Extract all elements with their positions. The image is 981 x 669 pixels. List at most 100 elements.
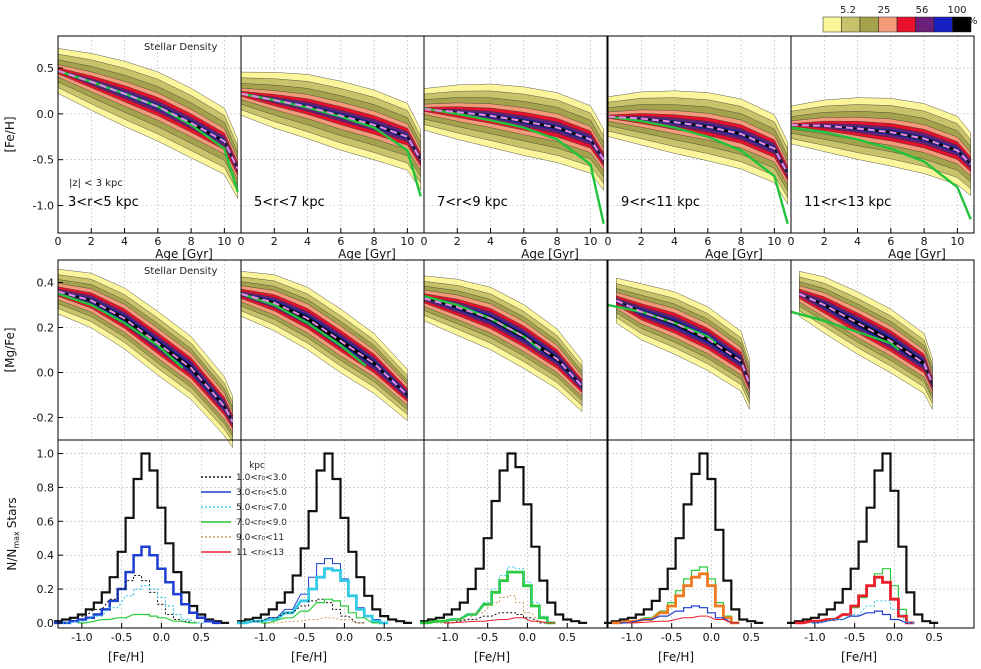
x-tick-label: 8 [554, 235, 561, 248]
x-axis-label: Age [Gyr] [338, 247, 396, 261]
histogram-series [237, 452, 413, 624]
density-level-7 [790, 124, 971, 167]
x-tick-label: 0.5 [192, 631, 210, 644]
panel-1-4: 0 2 4 6 8 10 Age [Gyr] 9<r<11 kpc [605, 35, 792, 261]
x-tick-label: 0 [788, 235, 795, 248]
colorbar-tick-label: 5.2 [840, 5, 856, 16]
density-level-5 [423, 106, 604, 168]
mean-line [240, 92, 422, 161]
histogram-series [795, 575, 915, 625]
x-tick-label: 0.5 [925, 631, 943, 644]
x-tick-label: 6 [887, 235, 894, 248]
colorbar-tick-label: 25 [878, 5, 891, 16]
panel-grid: 0 2 4 6 8 10 Age [Gyr] 3<r<5 kpc 0.5 0.0 -0.5 -1.0 [… [3, 35, 975, 664]
y-tick-label: 0.4 [37, 277, 55, 290]
x-axis-label: Age [Gyr] [155, 247, 213, 261]
mean-line [790, 123, 972, 165]
histogram-series [435, 566, 556, 624]
mean-line [240, 292, 409, 396]
y-tick-label: -0.5 [33, 154, 54, 167]
x-tick-label: -1.0 [254, 631, 275, 644]
fit-line [57, 292, 184, 369]
stellar-density-label: Stellar Density [144, 42, 217, 53]
x-tick-label: 8 [188, 235, 195, 248]
radial-bin-label: 3<r<5 kpc [68, 195, 139, 210]
x-tick-label: 0.0 [886, 631, 904, 644]
panel-1-2: 0 2 4 6 8 10 Age [Gyr] 5<r<7 kpc [238, 35, 425, 261]
x-axis-label: Age [Gyr] [705, 247, 763, 261]
x-tick-label: -0.5 [477, 631, 498, 644]
colorbar-unit: % [968, 16, 978, 27]
histogram-series [237, 567, 389, 625]
x-axis-label: [Fe/H] [658, 650, 694, 664]
density-level-8 [799, 293, 933, 385]
x-tick-label: 8 [738, 235, 745, 248]
histogram-series [612, 572, 740, 625]
histogram-series [260, 598, 381, 624]
y-tick-label: -1.0 [33, 200, 54, 213]
density-level-7 [423, 297, 583, 389]
legend-label: 5.0<r₀<7.0 [236, 503, 287, 513]
panel-1-3: 0 2 4 6 8 10 Age [Gyr] 7<r<9 kpc [421, 35, 608, 261]
y-axis-label: [Fe/H] [3, 116, 17, 152]
mean-line [423, 297, 583, 387]
histogram-series [619, 605, 740, 624]
y-tick-label: 0.4 [37, 549, 55, 562]
density-level-7 [607, 116, 788, 177]
x-tick-label: -1.0 [71, 631, 92, 644]
panel-3-4: -1.0 -0.5 0.0 0.5 [Fe/H] [604, 439, 792, 664]
x-tick-label: 2 [821, 235, 828, 248]
x-axis-label: [Fe/H] [474, 650, 510, 664]
histogram-series [627, 615, 740, 624]
mean-line [615, 299, 751, 385]
density-level-7 [57, 290, 233, 425]
panel-2-2 [240, 259, 425, 441]
y-tick-label: 0.6 [37, 515, 55, 528]
x-tick-label: 2 [454, 235, 461, 248]
x-tick-label: -1.0 [621, 631, 642, 644]
y-axis-label-main: N/N [5, 549, 19, 571]
y-tick-label: 0.0 [37, 617, 55, 630]
x-tick-label: 6 [337, 235, 344, 248]
x-tick-label: 6 [704, 235, 711, 248]
legend-header: kpc [249, 461, 265, 471]
panel-2-3 [423, 259, 608, 441]
density-level-8 [423, 297, 583, 388]
x-tick-label: 10 [583, 235, 597, 248]
mean-line [57, 69, 239, 170]
legend-label: 3.0<r₀<5.0 [236, 488, 287, 498]
histogram-series [54, 452, 230, 624]
fit-line [790, 310, 900, 351]
x-tick-label: 8 [371, 235, 378, 248]
legend-label: 7.0<r₀<9.0 [236, 518, 287, 528]
x-tick-label: -0.5 [844, 631, 865, 644]
x-tick-label: -0.5 [111, 631, 132, 644]
density-level-4 [57, 64, 238, 180]
x-tick-label: -1.0 [437, 631, 458, 644]
x-tick-label: 10 [400, 235, 414, 248]
histogram-series [435, 595, 548, 624]
histogram-series [62, 585, 206, 624]
density-level-7 [57, 70, 238, 171]
density-level-6 [790, 123, 971, 170]
x-tick-label: 0.5 [375, 631, 393, 644]
y-axis-label: [Mg/Fe] [3, 327, 17, 372]
y-axis-label-sub: max [12, 531, 21, 549]
fit-line [607, 303, 717, 345]
histogram-series [810, 600, 915, 624]
colorbar-tick-label: 56 [916, 5, 929, 16]
colorbar-tick-label: 100 [947, 5, 966, 16]
histogram-series [268, 617, 365, 624]
colorbar-cell [859, 16, 879, 33]
radial-bin-label: 7<r<9 kpc [437, 195, 508, 210]
x-tick-label: 4 [671, 235, 678, 248]
x-tick-label: 4 [487, 235, 494, 248]
density-level-7 [799, 292, 933, 386]
x-tick-label: 2 [271, 235, 278, 248]
panel-2-5 [790, 259, 975, 441]
colorbar-cell [933, 16, 953, 33]
legend-label: 9.0<r₀<11 [236, 533, 284, 543]
legend: kpc 1.0<r₀<3.0 3.0<r₀<5.0 5.0<r₀<7.0 7.0<r₀<… [201, 461, 287, 558]
legend-label: 11 <r₀<13 [236, 548, 284, 558]
